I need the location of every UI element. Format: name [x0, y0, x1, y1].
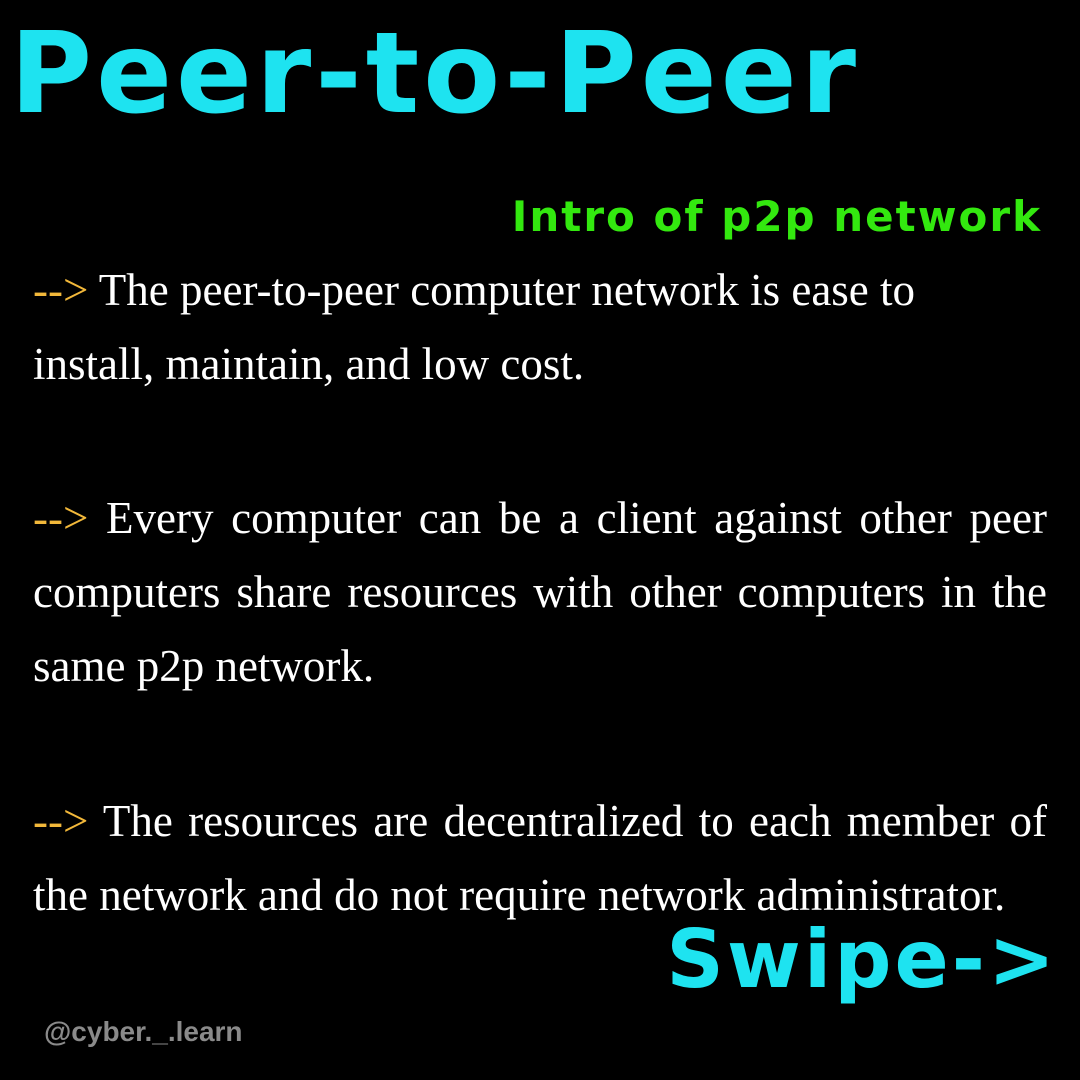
bullet-point-1: --> The peer-to-peer computer network is… [33, 253, 1047, 401]
bullet-point-3: --> The resources are decentralized to e… [33, 784, 1047, 932]
arrow-icon: --> [33, 493, 89, 543]
page-title: Peer-to-Peer [10, 9, 860, 139]
bullet-point-2: --> Every computer can be a client again… [33, 481, 1047, 703]
arrow-icon: --> [33, 265, 89, 315]
author-handle: @cyber._.learn [44, 1016, 243, 1047]
bullet-text: Every computer can be a client against o… [33, 493, 1047, 691]
page-subtitle: Intro of p2p network [511, 192, 1042, 241]
swipe-hint: Swipe-> [666, 913, 1058, 1006]
arrow-icon: --> [33, 796, 89, 846]
bullet-text: The resources are decentralized to each … [33, 796, 1048, 920]
bullet-text: The peer-to-peer computer network is eas… [33, 265, 916, 389]
